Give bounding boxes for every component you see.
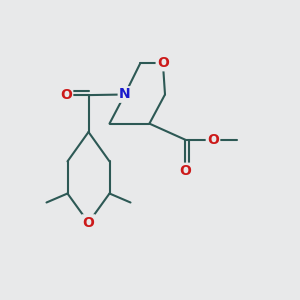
Text: N: N	[119, 88, 130, 101]
Text: O: O	[179, 164, 191, 178]
Text: O: O	[207, 133, 219, 147]
Text: O: O	[157, 56, 169, 70]
Text: O: O	[60, 88, 72, 102]
Text: O: O	[82, 216, 94, 230]
